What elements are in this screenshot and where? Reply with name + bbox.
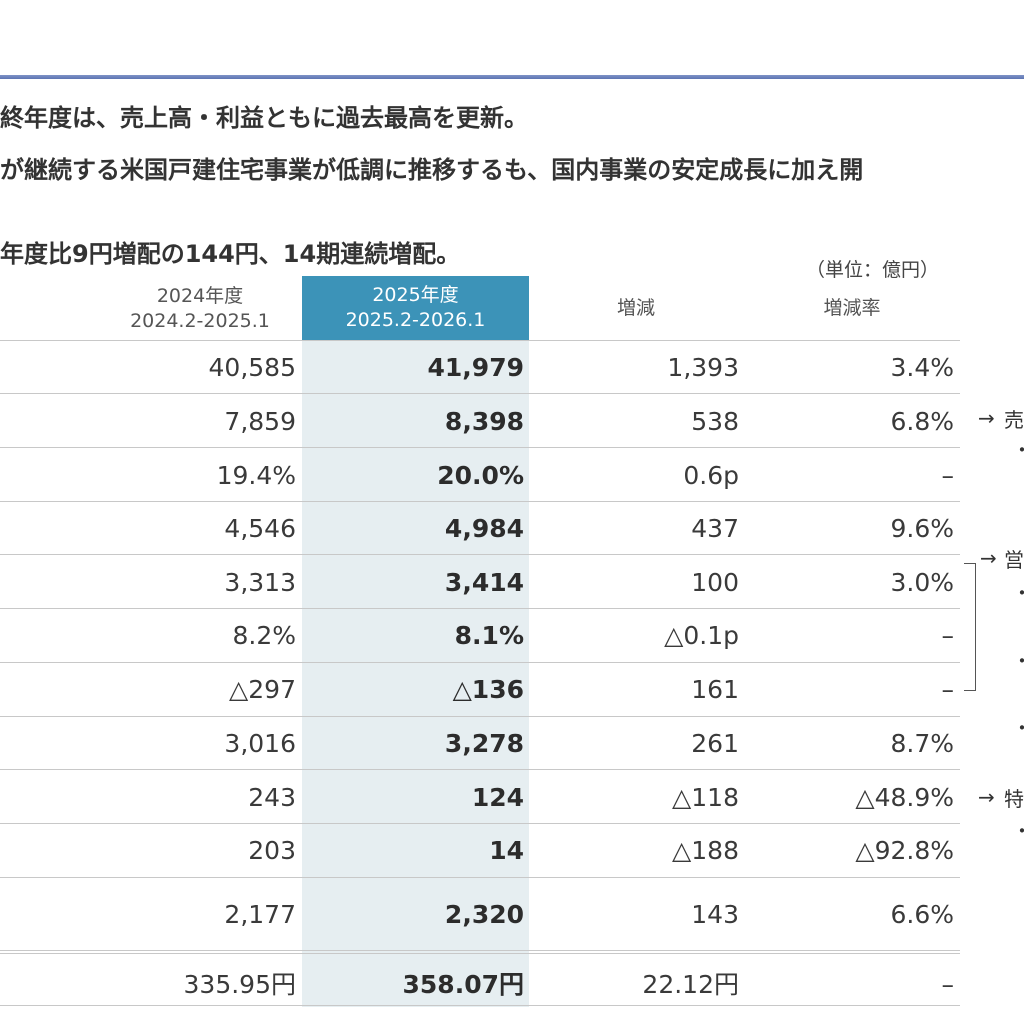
change-value: 261 bbox=[691, 729, 739, 758]
arrow-right-icon: → bbox=[978, 785, 995, 809]
prev-value: 203 bbox=[248, 836, 296, 865]
curr-value: 14 bbox=[489, 836, 524, 865]
prev-value: 335.95円 bbox=[183, 970, 296, 999]
curr-value: 3,414 bbox=[444, 568, 524, 597]
row-divider bbox=[0, 501, 960, 502]
bullet-icon: ・ bbox=[1012, 577, 1024, 606]
curr-value: △136 bbox=[452, 675, 524, 704]
change-value: △0.1p bbox=[664, 621, 739, 650]
rate-value: – bbox=[941, 461, 955, 490]
curr-value: 8.1% bbox=[454, 621, 524, 650]
row-divider bbox=[0, 662, 960, 663]
prev-value: 7,859 bbox=[224, 407, 296, 436]
header-divider bbox=[0, 75, 1024, 79]
curr-value: 3,278 bbox=[444, 729, 524, 758]
unit-note: （単位：億円） bbox=[806, 259, 940, 281]
change-value: 1,393 bbox=[667, 353, 739, 382]
change-value: 22.12円 bbox=[642, 970, 739, 999]
curr-value: 358.07円 bbox=[402, 970, 524, 999]
prev-year-period: 2024.2-2025.1 bbox=[130, 310, 270, 332]
curr-value: 8,398 bbox=[444, 407, 524, 436]
current-year-period: 2025.2-2026.1 bbox=[345, 309, 486, 331]
curr-value: 4,984 bbox=[444, 514, 524, 543]
arrow-right-icon: → bbox=[978, 406, 995, 430]
change-value: 0.6p bbox=[683, 461, 739, 490]
row-divider bbox=[0, 769, 960, 770]
prev-value: 3,313 bbox=[224, 568, 296, 597]
row-divider bbox=[0, 823, 960, 824]
side-note-operating: 営 bbox=[1004, 548, 1024, 572]
prev-value: 4,546 bbox=[224, 514, 296, 543]
rate-value: 6.6% bbox=[890, 900, 954, 929]
prev-value: △297 bbox=[229, 675, 296, 704]
change-value: 161 bbox=[691, 675, 739, 704]
side-note-sales: 売 bbox=[1004, 408, 1024, 432]
curr-value: 2,320 bbox=[444, 900, 524, 929]
prev-value: 3,016 bbox=[224, 729, 296, 758]
rate-value: 3.0% bbox=[890, 568, 954, 597]
prev-value: 243 bbox=[248, 783, 296, 812]
bullet-icon: ・ bbox=[1012, 815, 1024, 844]
prev-year-header: 2024年度 2024.2-2025.1 bbox=[100, 284, 300, 334]
curr-value: 20.0% bbox=[437, 461, 524, 490]
change-value: △118 bbox=[672, 783, 739, 812]
prev-value: 8.2% bbox=[232, 621, 296, 650]
change-value: 143 bbox=[691, 900, 739, 929]
row-divider bbox=[0, 393, 960, 394]
row-divider bbox=[0, 877, 960, 878]
arrow-right-icon: → bbox=[980, 546, 997, 570]
rate-value: 6.8% bbox=[890, 407, 954, 436]
headline-2: が継続する米国戸建住宅事業が低調に推移するも、国内事業の安定成長に加え開 bbox=[0, 156, 864, 184]
headline-3: 年度比9円増配の144円、14期連続増配。 bbox=[0, 240, 461, 268]
rate-header: 増減率 bbox=[823, 297, 881, 319]
row-divider bbox=[0, 447, 960, 448]
rate-value: 3.4% bbox=[890, 353, 954, 382]
headline-1: 終年度は、売上高・利益ともに過去最高を更新。 bbox=[0, 104, 528, 132]
curr-value: 41,979 bbox=[427, 353, 524, 382]
change-value: 538 bbox=[691, 407, 739, 436]
change-value: △188 bbox=[672, 836, 739, 865]
rate-value: △48.9% bbox=[855, 783, 954, 812]
rate-value: 9.6% bbox=[890, 514, 954, 543]
bullet-icon: ・ bbox=[1012, 645, 1024, 674]
prev-value: 19.4% bbox=[216, 461, 296, 490]
bullet-icon: ・ bbox=[1012, 434, 1024, 463]
current-year-label: 2025年度 bbox=[372, 284, 459, 306]
rate-value: △92.8% bbox=[855, 836, 954, 865]
bullet-icon: ・ bbox=[1012, 712, 1024, 741]
row-divider bbox=[0, 554, 960, 555]
prev-value: 2,177 bbox=[224, 900, 296, 929]
rate-value: 8.7% bbox=[890, 729, 954, 758]
change-header: 増減 bbox=[616, 297, 655, 319]
rate-value: – bbox=[941, 621, 955, 650]
prev-year-label: 2024年度 bbox=[156, 285, 244, 307]
curr-value: 124 bbox=[471, 783, 524, 812]
current-year-header: 2025年度 2025.2-2026.1 bbox=[302, 276, 529, 340]
change-value: 100 bbox=[691, 568, 739, 597]
section-divider bbox=[0, 950, 960, 954]
row-divider bbox=[0, 716, 960, 717]
row-divider bbox=[0, 1005, 960, 1006]
change-value: 437 bbox=[691, 514, 739, 543]
prev-value: 40,585 bbox=[208, 353, 296, 382]
row-divider bbox=[0, 340, 960, 341]
current-year-column-bg bbox=[302, 276, 529, 1007]
row-divider bbox=[0, 608, 960, 609]
rate-value: – bbox=[941, 970, 955, 999]
side-note-special: 特 bbox=[1004, 787, 1024, 811]
rate-value: – bbox=[941, 675, 955, 704]
bracket-connector bbox=[964, 563, 976, 691]
